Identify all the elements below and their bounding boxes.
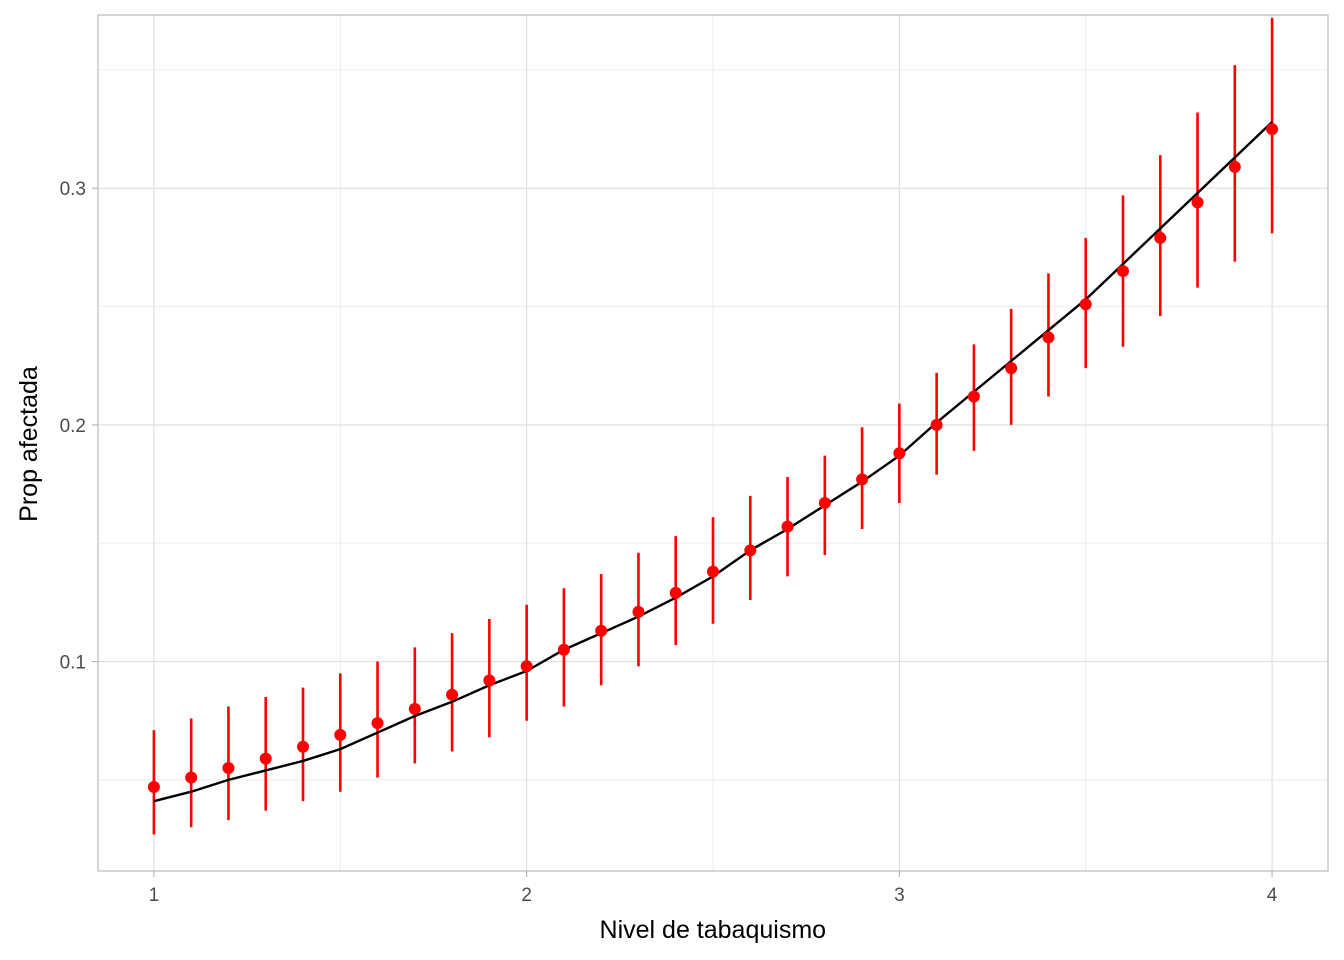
data-point (930, 418, 943, 431)
data-point (595, 624, 608, 637)
panel-border (97, 14, 1329, 872)
data-point (1079, 298, 1092, 311)
data-point (781, 520, 794, 533)
y-tick-label: 0.1 (60, 653, 86, 674)
data-point (483, 674, 496, 687)
data-point (408, 702, 421, 715)
x-tick-label: 3 (894, 885, 905, 906)
data-point (259, 752, 272, 765)
data-point (1191, 196, 1204, 209)
data-point (446, 688, 459, 701)
data-point (1005, 362, 1018, 375)
y-tick-label: 0.2 (60, 416, 86, 437)
y-axis-title: Prop afectada (15, 366, 43, 522)
x-tick-label: 1 (149, 885, 160, 906)
data-point (520, 660, 533, 673)
data-point (1228, 160, 1241, 173)
data-point (147, 780, 160, 793)
data-point (1266, 123, 1279, 136)
data-point (967, 390, 980, 403)
data-point (371, 717, 384, 730)
y-tick-label: 0.3 (60, 179, 86, 200)
data-point (1117, 265, 1129, 278)
data-point (297, 740, 309, 753)
x-axis-ticks: 1 2 3 4 (149, 871, 1278, 906)
data-point (185, 771, 198, 784)
data-point (669, 586, 682, 599)
data-point (1154, 231, 1167, 244)
data-points (147, 123, 1279, 793)
y-axis-ticks: 0.1 0.2 0.3 (60, 179, 98, 674)
data-point (222, 762, 235, 775)
data-point (707, 565, 719, 578)
x-tick-label: 4 (1267, 885, 1278, 906)
x-tick-label: 2 (521, 885, 532, 906)
x-axis-title: Nivel de tabaquismo (600, 916, 827, 944)
data-point (818, 496, 831, 509)
data-point (632, 605, 645, 618)
data-point (557, 643, 570, 656)
data-point (1042, 331, 1055, 344)
data-point (893, 447, 906, 460)
data-point (334, 728, 347, 741)
data-point (744, 544, 757, 557)
data-point (856, 473, 869, 486)
